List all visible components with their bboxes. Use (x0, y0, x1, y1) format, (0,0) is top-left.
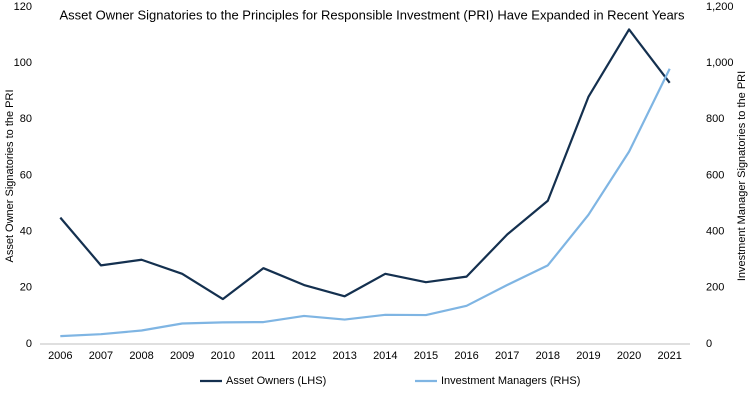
y2-tick-label: 200 (706, 282, 724, 294)
y-tick-label: 0 (26, 338, 32, 350)
y-tick-label: 80 (20, 113, 32, 125)
y-tick-label: 60 (20, 169, 32, 181)
x-tick-label: 2020 (617, 350, 641, 362)
y-axis-label: Asset Owner Signatories to the PRI (4, 89, 16, 262)
y-tick-label: 100 (14, 57, 32, 69)
x-tick-label: 2015 (414, 350, 438, 362)
y2-tick-label: 800 (706, 113, 724, 125)
x-tick-label: 2019 (576, 350, 600, 362)
y2-tick-label: 1,200 (706, 1, 734, 13)
x-tick-label: 2008 (129, 350, 153, 362)
x-tick-label: 2021 (657, 350, 681, 362)
y2-tick-label: 600 (706, 169, 724, 181)
chart-title: Asset Owner Signatories to the Principle… (59, 7, 685, 22)
y2-tick-label: 400 (706, 226, 724, 238)
x-tick-label: 2014 (373, 350, 397, 362)
y-tick-label: 120 (14, 1, 32, 13)
y2-axis-label: Investment Manager Signatories to the PR… (736, 71, 748, 281)
y2-tick-label: 1,000 (706, 57, 734, 69)
x-tick-label: 2007 (89, 350, 113, 362)
y-tick-label: 40 (20, 226, 32, 238)
legend-label: Asset Owners (LHS) (226, 375, 326, 387)
x-tick-label: 2006 (48, 350, 72, 362)
x-tick-label: 2011 (252, 350, 276, 362)
line-series (60, 68, 671, 338)
x-tick-label: 2012 (292, 350, 316, 362)
y-tick-label: 20 (20, 282, 32, 294)
y2-tick-label: 0 (706, 338, 712, 350)
x-tick-label: 2017 (495, 350, 519, 362)
x-tick-label: 2016 (454, 350, 478, 362)
legend-label: Investment Managers (RHS) (441, 375, 580, 387)
line-series (59, 28, 671, 301)
x-tick-label: 2013 (332, 350, 356, 362)
x-tick-label: 2018 (536, 350, 560, 362)
x-tick-label: 2010 (211, 350, 235, 362)
x-tick-label: 2009 (170, 350, 194, 362)
